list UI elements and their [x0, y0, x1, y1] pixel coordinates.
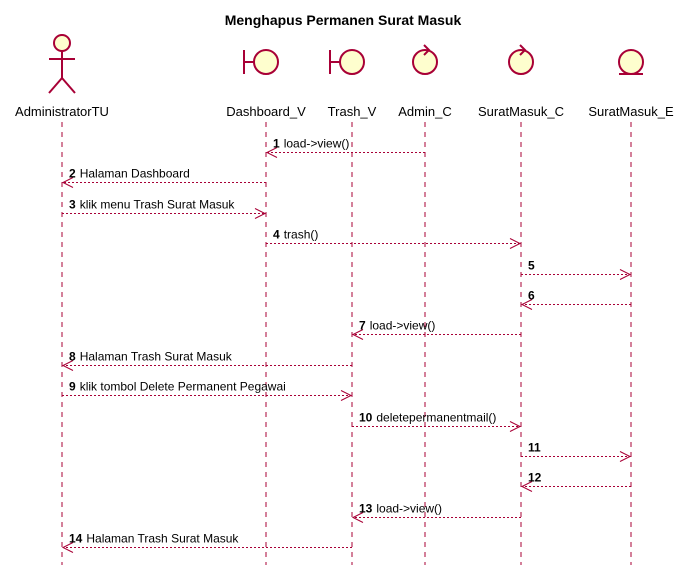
message-text: Halaman Trash Surat Masuk	[86, 532, 239, 546]
actor-icon	[48, 34, 76, 94]
arrowhead-icon	[340, 390, 353, 401]
message-label: 13 load->view()	[359, 502, 442, 516]
participant-name-suratmasuk-e: SuratMasuk_E	[588, 104, 674, 119]
message-12: 12	[520, 471, 631, 492]
message-7: 7 load->view()	[351, 319, 521, 340]
message-label: 1 load->view()	[273, 137, 349, 151]
message-text: klik tombol Delete Permanent Pegawai	[80, 380, 286, 394]
message-label: 9 klik tombol Delete Permanent Pegawai	[69, 380, 286, 394]
diagram-title: Menghapus Permanen Surat Masuk	[225, 12, 462, 28]
message-number: 13	[359, 502, 373, 516]
participant-name-administratortu: AdministratorTU	[15, 104, 109, 119]
message-4: 4 trash()	[266, 228, 522, 249]
message-number: 2	[69, 167, 76, 181]
message-text: Halaman Dashboard	[80, 167, 190, 181]
arrowhead-icon	[520, 481, 533, 492]
message-8: 8 Halaman Trash Surat Masuk	[61, 350, 352, 371]
arrowhead-icon	[61, 177, 74, 188]
message-label: 3 klik menu Trash Surat Masuk	[69, 198, 235, 212]
participant-name-dashboard-v: Dashboard_V	[226, 104, 306, 119]
arrowhead-icon	[509, 421, 522, 432]
participants: AdministratorTU Dashboard_V Trash_V Admin_C…	[15, 34, 674, 119]
message-text: trash()	[284, 228, 319, 242]
message-label: 14 Halaman Trash Surat Masuk	[69, 532, 239, 546]
message-number: 14	[69, 532, 83, 546]
participant-name-suratmasuk-c: SuratMasuk_C	[478, 104, 564, 119]
message-label: 5	[528, 259, 535, 273]
message-label: 10 deletepermanentmail()	[359, 411, 496, 425]
message-number: 12	[528, 471, 542, 485]
message-9: 9 klik tombol Delete Permanent Pegawai	[62, 380, 353, 401]
message-label: 7 load->view()	[359, 319, 435, 333]
message-label: 2 Halaman Dashboard	[69, 167, 190, 181]
message-6: 6	[520, 289, 631, 310]
arrowhead-icon	[520, 299, 533, 310]
control-icon	[412, 44, 438, 75]
message-label: 4 trash()	[273, 228, 318, 242]
message-number: 9	[69, 380, 76, 394]
arrowhead-icon	[351, 512, 364, 523]
messages: 1 load->view() 2 Halaman Dashboard 3 klik men…	[61, 137, 632, 553]
participant-name-admin-c: Admin_C	[398, 104, 451, 119]
arrowhead-icon	[619, 451, 632, 462]
arrowhead-icon	[509, 238, 522, 249]
message-number: 6	[528, 289, 535, 303]
message-text: load->view()	[284, 137, 350, 151]
message-number: 1	[273, 137, 280, 151]
message-14: 14 Halaman Trash Surat Masuk	[61, 532, 352, 553]
lifelines	[61, 122, 632, 565]
message-text: load->view()	[370, 319, 436, 333]
arrowhead-icon	[351, 329, 364, 340]
message-number: 4	[273, 228, 280, 242]
message-2: 2 Halaman Dashboard	[61, 167, 266, 188]
boundary-icon	[329, 49, 365, 75]
arrowhead-icon	[619, 269, 632, 280]
message-number: 10	[359, 411, 373, 425]
message-text: Halaman Trash Surat Masuk	[80, 350, 233, 364]
message-number: 5	[528, 259, 535, 273]
message-3: 3 klik menu Trash Surat Masuk	[62, 198, 267, 219]
message-number: 8	[69, 350, 76, 364]
message-number: 7	[359, 319, 366, 333]
message-1: 1 load->view()	[265, 137, 425, 158]
arrowhead-icon	[254, 208, 267, 219]
message-text: deletepermanentmail()	[376, 411, 496, 425]
boundary-icon	[243, 49, 279, 75]
arrowhead-icon	[265, 147, 278, 158]
message-text: klik menu Trash Surat Masuk	[80, 198, 236, 212]
message-label: 6	[528, 289, 535, 303]
arrowhead-icon	[61, 542, 74, 553]
message-text: load->view()	[376, 502, 442, 516]
message-5: 5	[521, 259, 632, 280]
message-label: 12	[528, 471, 542, 485]
arrowhead-icon	[61, 360, 74, 371]
participant-name-trash-v: Trash_V	[328, 104, 377, 119]
message-label: 8 Halaman Trash Surat Masuk	[69, 350, 233, 364]
control-icon	[508, 44, 534, 75]
message-number: 11	[528, 441, 541, 455]
message-11: 11	[521, 441, 632, 462]
entity-icon	[618, 49, 644, 75]
message-number: 3	[69, 198, 76, 212]
message-13: 13 load->view()	[351, 502, 521, 523]
message-10: 10 deletepermanentmail()	[352, 411, 522, 432]
message-label: 11	[528, 441, 541, 455]
